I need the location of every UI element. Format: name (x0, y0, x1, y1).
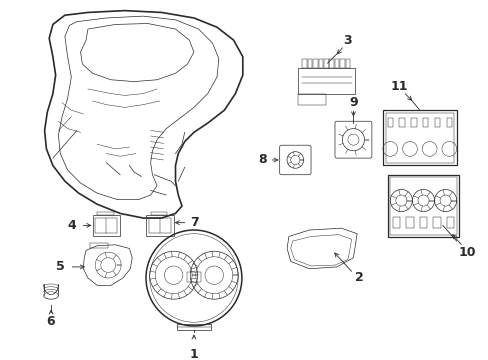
Bar (298, 68, 355, 94)
Bar (392, 217, 400, 228)
Bar (302, 59, 306, 68)
Bar (382, 110, 456, 166)
Text: 11: 11 (390, 80, 407, 93)
Bar (410, 118, 416, 127)
Bar (298, 94, 325, 105)
Bar (446, 217, 453, 228)
Bar (307, 59, 312, 68)
Bar (177, 324, 210, 330)
Bar (318, 59, 323, 68)
Bar (389, 177, 456, 235)
Bar (399, 118, 404, 127)
Bar (323, 59, 328, 68)
Text: 9: 9 (348, 96, 357, 109)
Bar (345, 59, 349, 68)
Bar (97, 212, 114, 215)
Text: 10: 10 (458, 246, 475, 258)
Text: 3: 3 (343, 33, 351, 46)
Text: 7: 7 (190, 216, 199, 229)
Bar (150, 212, 167, 215)
Bar (186, 273, 201, 282)
Bar (329, 59, 333, 68)
Bar (95, 218, 117, 233)
Bar (90, 243, 108, 248)
Bar (92, 215, 120, 235)
Bar (387, 118, 392, 127)
Text: 4: 4 (67, 219, 76, 232)
Bar (385, 113, 453, 163)
Bar (434, 118, 439, 127)
Bar (340, 59, 344, 68)
Text: 8: 8 (257, 153, 266, 166)
Bar (446, 118, 451, 127)
Bar (422, 118, 427, 127)
Bar (148, 218, 170, 233)
Bar (432, 217, 440, 228)
Bar (146, 215, 173, 235)
Bar (387, 175, 459, 237)
Text: 6: 6 (47, 315, 55, 328)
Bar (334, 59, 339, 68)
Text: 1: 1 (189, 348, 198, 360)
Bar (419, 217, 427, 228)
Bar (312, 59, 317, 68)
Text: 5: 5 (56, 260, 64, 273)
Bar (406, 217, 413, 228)
Text: 2: 2 (354, 271, 363, 284)
